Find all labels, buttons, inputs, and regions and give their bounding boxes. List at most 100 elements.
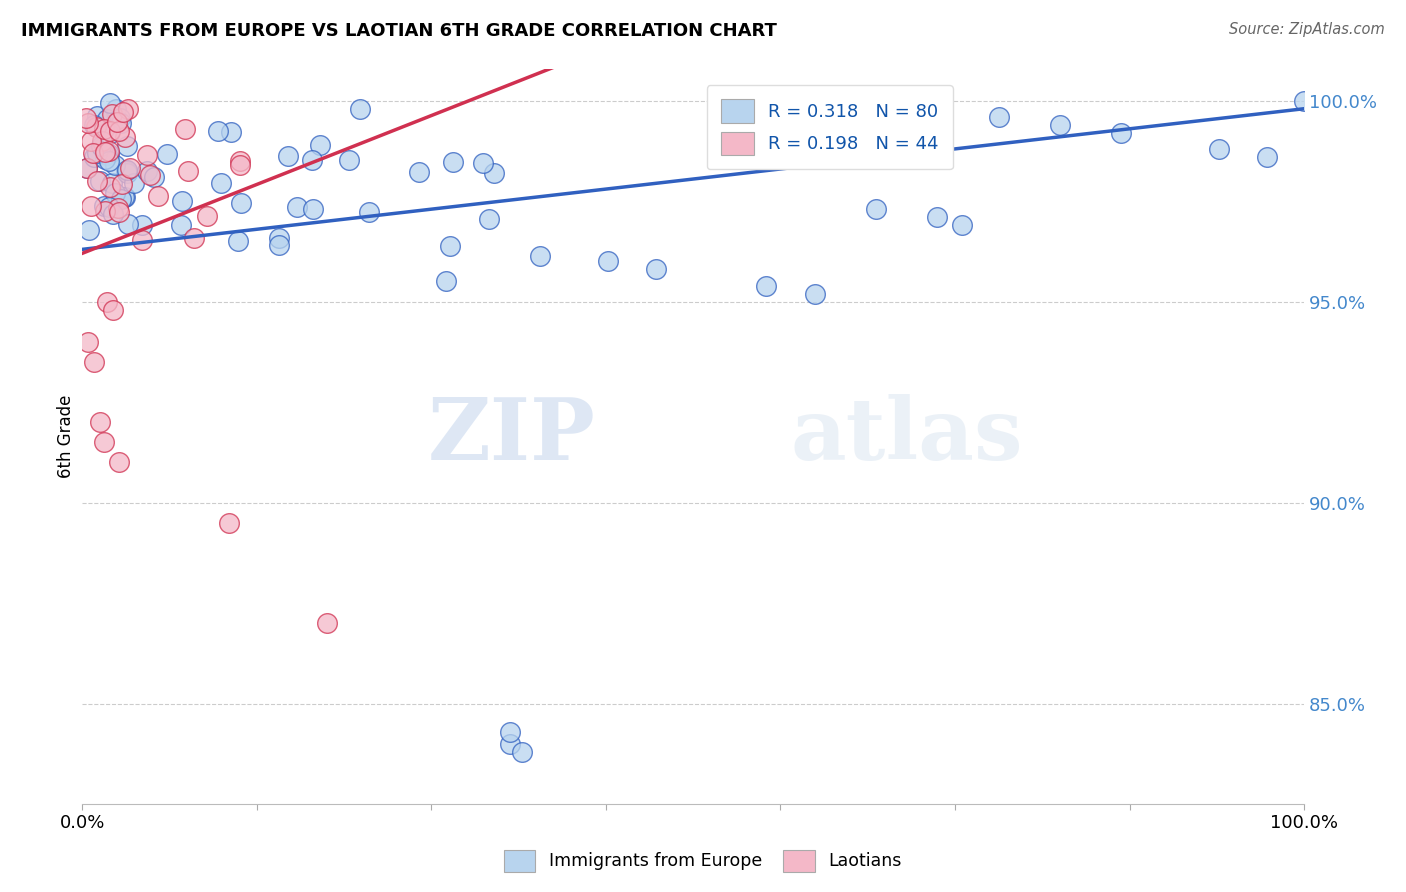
Text: Source: ZipAtlas.com: Source: ZipAtlas.com <box>1229 22 1385 37</box>
Point <box>94 145 117 159</box>
Point <box>84 120 107 134</box>
Point <box>86 146 108 161</box>
Point <box>76 161 98 176</box>
Point <box>112 190 135 204</box>
Point <box>229 195 252 210</box>
Point <box>107 455 129 469</box>
Point <box>101 176 124 190</box>
Point <box>96 294 118 309</box>
Point <box>337 153 360 168</box>
Point <box>645 262 668 277</box>
Point <box>309 138 332 153</box>
Point <box>285 200 308 214</box>
Point <box>105 115 128 129</box>
Point <box>177 164 200 178</box>
Point <box>131 218 153 232</box>
Point <box>301 153 323 167</box>
Point <box>76 116 98 130</box>
Point <box>101 302 124 317</box>
Point <box>170 194 193 208</box>
Point <box>108 111 131 125</box>
Point <box>108 123 131 137</box>
Point <box>349 103 371 117</box>
Point <box>98 127 121 141</box>
Point <box>865 202 887 217</box>
Legend: R = 0.318   N = 80, R = 0.198   N = 44: R = 0.318 N = 80, R = 0.198 N = 44 <box>707 85 953 169</box>
Point <box>96 148 118 162</box>
Point <box>138 168 160 182</box>
Point <box>93 435 115 450</box>
Point <box>107 204 129 219</box>
Point <box>115 162 138 177</box>
Point <box>110 192 132 206</box>
Point <box>529 250 551 264</box>
Point <box>183 231 205 245</box>
Point <box>117 103 139 117</box>
Point <box>987 110 1010 124</box>
Point <box>169 218 191 232</box>
Point <box>104 158 127 172</box>
Point <box>136 164 159 178</box>
Point <box>115 163 138 178</box>
Point <box>82 146 104 161</box>
Point <box>86 173 108 187</box>
Point <box>100 124 122 138</box>
Point <box>146 188 169 202</box>
Point <box>98 95 121 110</box>
Point <box>229 153 252 168</box>
Point <box>98 200 121 214</box>
Point <box>93 199 115 213</box>
Point <box>114 130 136 145</box>
Point <box>77 334 100 349</box>
Point <box>89 415 111 429</box>
Point <box>122 176 145 190</box>
Legend: Immigrants from Europe, Laotians: Immigrants from Europe, Laotians <box>498 843 908 879</box>
Y-axis label: 6th Grade: 6th Grade <box>58 394 75 478</box>
Point <box>269 231 291 245</box>
Point <box>111 178 134 192</box>
Point <box>1109 126 1132 140</box>
Point <box>510 745 533 759</box>
Point <box>83 355 105 369</box>
Point <box>302 202 325 216</box>
Point <box>482 166 505 180</box>
Point <box>94 152 117 166</box>
Point <box>91 134 114 148</box>
Point <box>219 125 242 139</box>
Point <box>267 238 290 252</box>
Point <box>195 210 218 224</box>
Point <box>207 124 229 138</box>
Point <box>359 205 381 219</box>
Point <box>1294 94 1316 108</box>
Point <box>441 155 464 169</box>
Point <box>136 148 159 162</box>
Point <box>156 146 179 161</box>
Point <box>80 134 103 148</box>
Point <box>120 161 142 176</box>
Point <box>97 153 120 168</box>
Point <box>408 165 430 179</box>
Point <box>115 138 138 153</box>
Point <box>277 149 299 163</box>
Point <box>75 111 97 125</box>
Point <box>93 122 115 136</box>
Point <box>755 278 778 293</box>
Point <box>950 219 973 233</box>
Point <box>114 190 136 204</box>
Point <box>142 169 165 184</box>
Point <box>76 161 98 176</box>
Point <box>98 179 121 194</box>
Point <box>209 176 232 190</box>
Point <box>434 274 457 288</box>
Point <box>226 235 249 249</box>
Point <box>1049 118 1071 132</box>
Point <box>117 218 139 232</box>
Point <box>80 199 103 213</box>
Point <box>89 174 111 188</box>
Point <box>499 724 522 739</box>
Point <box>86 109 108 123</box>
Point <box>110 116 132 130</box>
Point <box>107 201 129 215</box>
Point <box>91 140 114 154</box>
Point <box>228 158 250 172</box>
